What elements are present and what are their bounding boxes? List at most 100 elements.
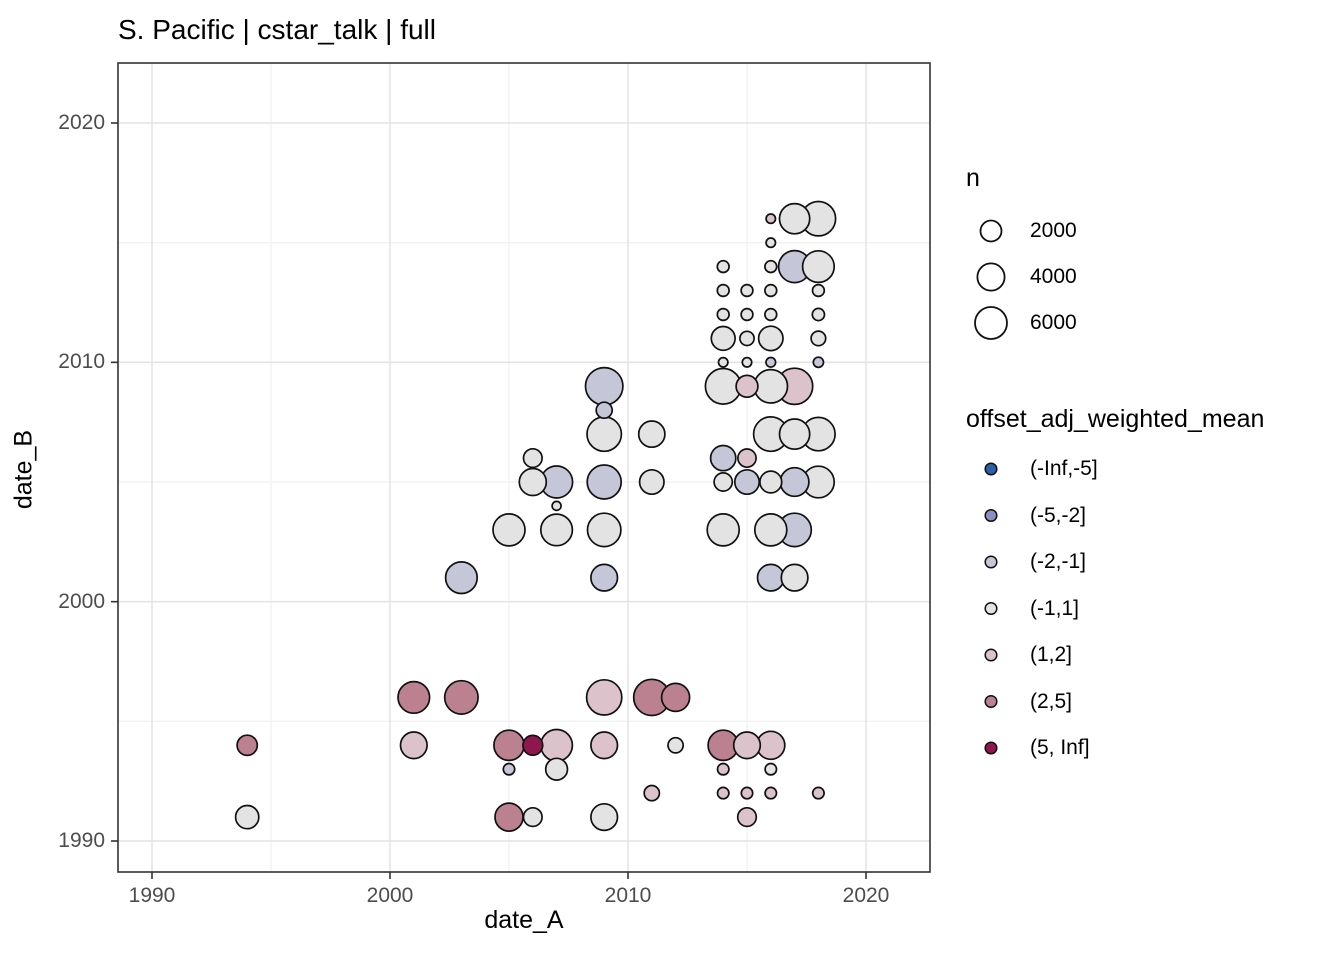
y-tick-label: 2020 [58, 111, 105, 134]
data-point [544, 757, 569, 781]
data-point [586, 512, 622, 548]
y-tick-label: 2010 [58, 350, 105, 374]
panel-border [117, 62, 931, 873]
data-point [492, 513, 526, 547]
data-point [740, 307, 754, 322]
color-key-circle [984, 508, 998, 523]
data-point [737, 448, 757, 469]
data-point [716, 307, 730, 322]
data-point [539, 513, 574, 547]
x-tick-label: 2020 [842, 884, 890, 907]
data-point [713, 472, 734, 492]
data-point [740, 786, 754, 800]
y-tick-label: 2000 [58, 589, 105, 613]
data-point [585, 678, 623, 716]
data-point [518, 467, 548, 497]
data-point [811, 786, 825, 800]
size-key-circle [979, 219, 1003, 243]
data-point [493, 729, 525, 762]
data-point [638, 468, 665, 496]
color-legend-label: (5, Inf] [1030, 736, 1090, 759]
color-legend-label: (-5,-2] [1030, 503, 1087, 527]
size-legend-label: 4000 [1030, 265, 1077, 288]
gridlines-major [118, 63, 930, 872]
data-point [739, 330, 755, 347]
color-legend-label: (2,5] [1030, 689, 1073, 713]
data-point [732, 731, 762, 760]
color-key-circle [984, 555, 998, 569]
data-point [764, 786, 778, 800]
size-key-circle [974, 306, 1008, 340]
data-point [736, 806, 758, 828]
data-point [590, 563, 619, 592]
data-point [757, 325, 784, 352]
data-point [522, 447, 543, 469]
data-point [444, 561, 479, 595]
color-key-circle [984, 694, 998, 709]
size-legend-title: n [966, 164, 980, 192]
data-point [637, 420, 666, 449]
size-key-circle [976, 262, 1006, 292]
data-point [494, 802, 524, 832]
data-point [716, 762, 730, 776]
x-tick-label: 2000 [366, 884, 414, 907]
data-point [399, 731, 428, 760]
color-legend-label: (-2,-1] [1030, 550, 1087, 573]
data-point [595, 401, 614, 420]
data-point [778, 202, 811, 235]
x-tick-label: 1990 [128, 884, 176, 907]
data-point [234, 804, 260, 830]
data-point [764, 259, 778, 274]
data-point [522, 734, 544, 757]
data-point [764, 307, 778, 322]
data-point [812, 356, 825, 369]
color-legend-label: (-1,1] [1030, 596, 1080, 620]
color-key-circle [984, 741, 998, 755]
data-point [717, 356, 729, 368]
data-points [234, 200, 837, 832]
color-key-circle [984, 601, 998, 616]
data-point [397, 680, 431, 715]
data-point [539, 728, 574, 762]
data-point [811, 307, 826, 322]
data-point [590, 731, 619, 760]
data-point [780, 563, 809, 592]
data-point [810, 330, 827, 347]
y-tick-label: 1990 [58, 829, 105, 852]
data-point [764, 283, 778, 298]
y-axis-title: date_B [9, 429, 38, 510]
data-point [764, 762, 778, 776]
data-point [733, 468, 761, 496]
data-point [586, 464, 623, 500]
data-point [735, 374, 759, 399]
x-tick-label: 2010 [604, 884, 652, 907]
data-point [740, 283, 754, 298]
color-key-circle [984, 462, 998, 476]
color-legend-label: (1,2] [1030, 643, 1073, 666]
data-point [765, 356, 777, 368]
data-point [779, 466, 810, 498]
data-point [716, 283, 730, 298]
data-point [765, 237, 777, 249]
data-point [741, 356, 753, 368]
data-point [716, 786, 730, 800]
axis-tick-marks [111, 122, 867, 879]
size-legend-label: 2000 [1030, 219, 1077, 242]
color-legend-label: (-Inf,-5] [1030, 457, 1098, 480]
data-point [709, 444, 737, 472]
data-point [522, 806, 543, 828]
data-point [801, 249, 836, 284]
data-point [584, 366, 624, 406]
data-point [706, 513, 741, 547]
data-point [590, 802, 619, 832]
chart-title: S. Pacific | cstar_talk | full [118, 14, 436, 45]
size-legend-keys [974, 219, 1008, 340]
data-point [667, 736, 685, 754]
data-point [778, 418, 811, 451]
data-point [811, 283, 826, 298]
size-legend-label: 6000 [1030, 311, 1077, 334]
data-point [236, 734, 259, 757]
color-legend-title: offset_adj_weighted_mean [966, 405, 1265, 433]
